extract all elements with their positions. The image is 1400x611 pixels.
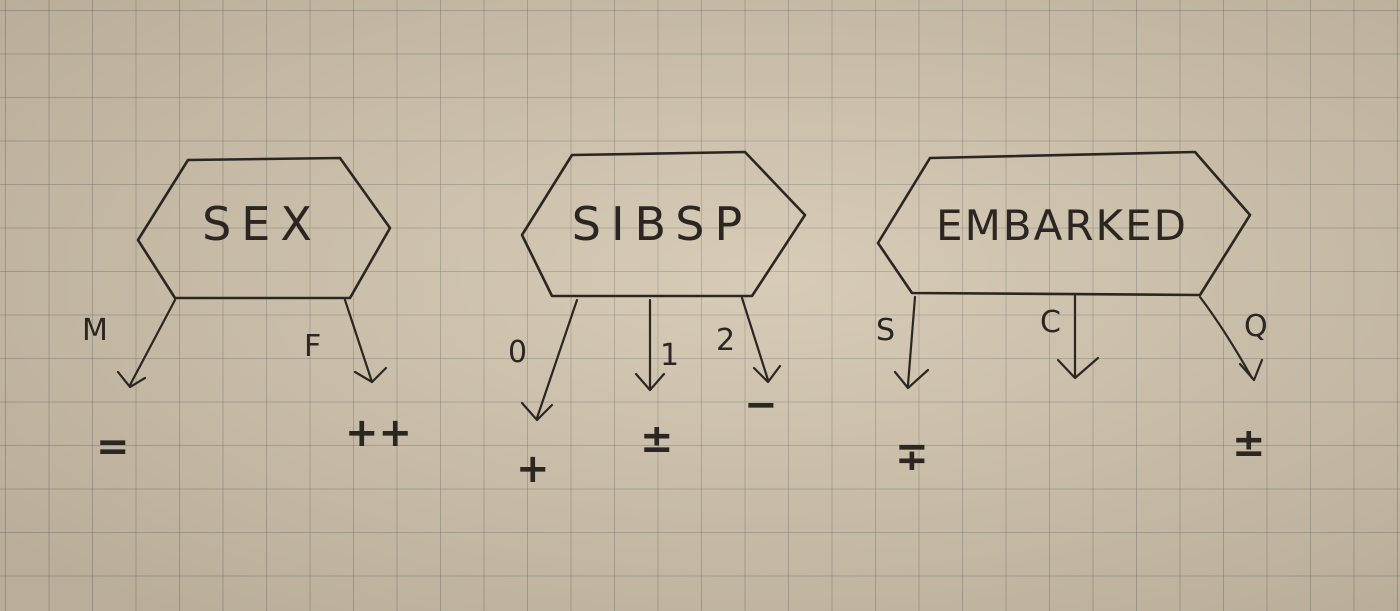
outcome-sex-f: ++ bbox=[345, 410, 412, 456]
node-sex-label: SEX bbox=[202, 197, 322, 251]
branch-embarked-q-line bbox=[1198, 295, 1254, 380]
arrowhead bbox=[520, 401, 554, 422]
node-embarked: EMBARKED S ∓ C Q ± bbox=[876, 150, 1268, 480]
branch-sibsp-1-label: 1 bbox=[660, 338, 679, 373]
node-embarked-shape bbox=[876, 150, 1252, 297]
branch-sibsp-0-label: 0 bbox=[508, 335, 527, 370]
outcome-sibsp-2: − bbox=[744, 382, 778, 428]
outcome-embarked-q: ± bbox=[1232, 420, 1266, 466]
branch-sex-m-line bbox=[128, 298, 177, 387]
branch-embarked-c-label: C bbox=[1040, 305, 1061, 340]
branch-sibsp-2-label: 2 bbox=[716, 323, 735, 358]
branch-sex-m-label: M bbox=[82, 313, 108, 348]
node-embarked-label: EMBARKED bbox=[936, 201, 1188, 250]
branch-sibsp-2-line bbox=[740, 296, 770, 382]
arrowhead bbox=[893, 368, 930, 390]
arrowhead bbox=[752, 364, 782, 384]
arrowhead bbox=[1238, 358, 1264, 382]
arrowhead bbox=[353, 366, 388, 384]
outcome-sibsp-1: ± bbox=[640, 416, 674, 462]
node-sex: SEX M = F ++ bbox=[82, 156, 412, 470]
branch-embarked-s-label: S bbox=[876, 313, 895, 348]
node-sibsp-label: SIBSP bbox=[572, 197, 752, 251]
outcome-sibsp-0: + bbox=[516, 446, 550, 492]
arrowhead bbox=[1056, 356, 1100, 380]
branch-sibsp-0-line bbox=[535, 298, 579, 420]
branch-embarked-q-label: Q bbox=[1244, 309, 1268, 344]
outcome-sex-m: = bbox=[96, 424, 130, 470]
arrowhead bbox=[116, 370, 147, 389]
node-sibsp-shape bbox=[520, 150, 807, 298]
node-sibsp: SIBSP 0 + 1 ± 2 − bbox=[508, 150, 807, 492]
outcome-embarked-s: ∓ bbox=[895, 434, 929, 480]
branch-sex-f-line bbox=[343, 298, 374, 384]
branch-embarked-s-line bbox=[906, 295, 917, 387]
branch-sex-f-label: F bbox=[304, 329, 321, 364]
node-sex-shape bbox=[136, 156, 392, 300]
arrowhead bbox=[634, 372, 666, 392]
